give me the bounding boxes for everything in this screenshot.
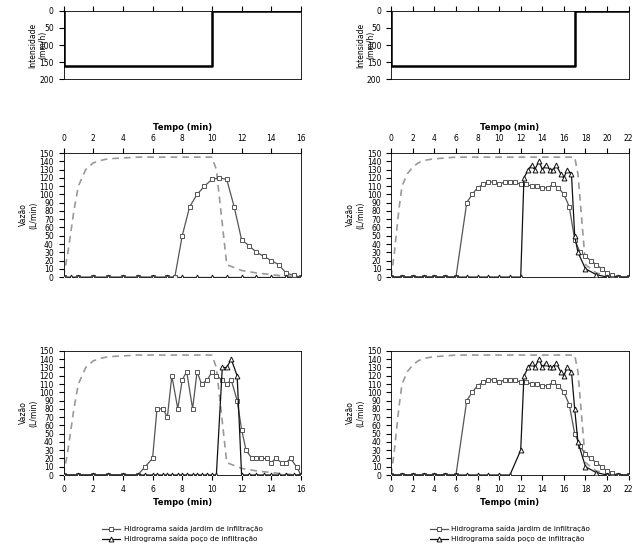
Y-axis label: Vazão
(L/min): Vazão (L/min) [346, 399, 366, 426]
Y-axis label: Intensidade
(mm/h): Intensidade (mm/h) [356, 22, 375, 68]
Legend: Hidrograma saída jardim de infiltração, Hidrograma saída poço de infiltração, Hi: Hidrograma saída jardim de infiltração, … [430, 526, 590, 546]
X-axis label: Tempo (min): Tempo (min) [152, 498, 212, 507]
Y-axis label: Vazão
(L/min): Vazão (L/min) [346, 201, 366, 229]
Legend: Hidrograma saída jardim de infiltração, Hidrograma saída poço de infiltração, Hi: Hidrograma saída jardim de infiltração, … [102, 526, 262, 546]
X-axis label: Tempo (min): Tempo (min) [152, 123, 212, 132]
Y-axis label: Vazão
(L/min): Vazão (L/min) [18, 399, 38, 426]
X-axis label: Tempo (min): Tempo (min) [480, 123, 540, 132]
Y-axis label: Vazão
(L/min): Vazão (L/min) [18, 201, 38, 229]
X-axis label: Tempo (min): Tempo (min) [480, 498, 540, 507]
Y-axis label: Intensidade
(mm/h): Intensidade (mm/h) [28, 22, 48, 68]
